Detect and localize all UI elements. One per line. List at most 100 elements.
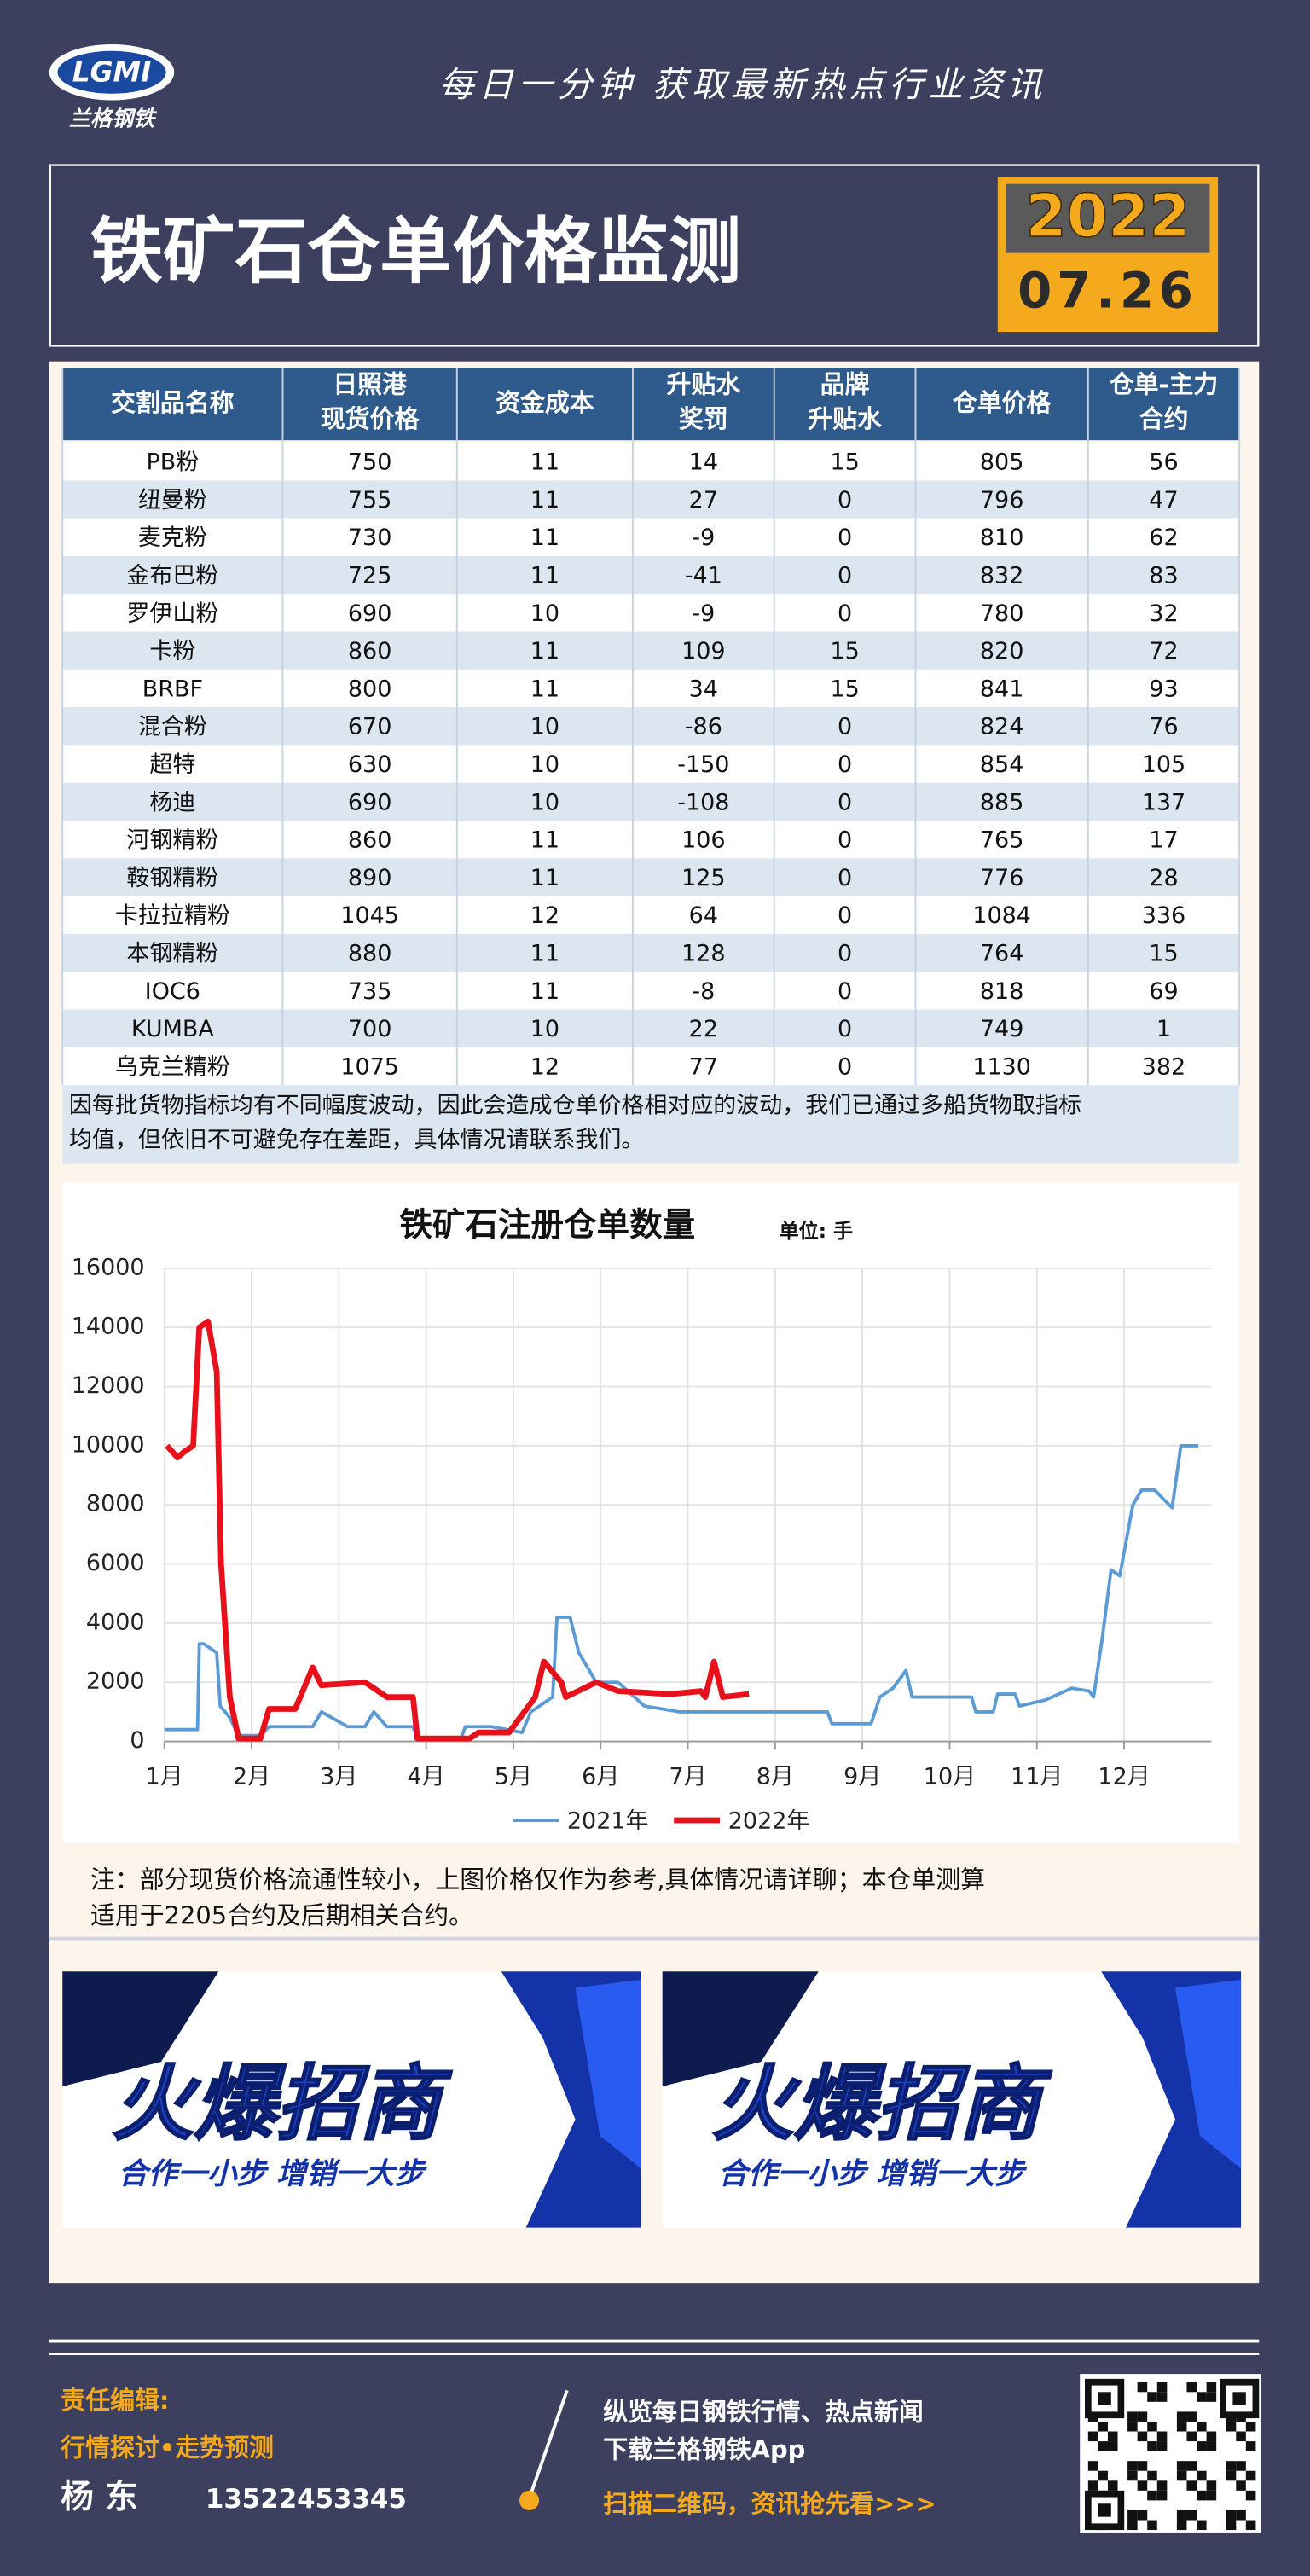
y-tick-label: 4000	[86, 1609, 145, 1635]
table-cell: 841	[980, 676, 1024, 702]
qr-cell	[1186, 2480, 1197, 2491]
chart-unit: 单位: 手	[780, 1220, 854, 1243]
table-cell: 15	[830, 676, 859, 702]
table-cell: 880	[348, 941, 392, 967]
table-cell: -108	[677, 789, 729, 815]
table-cell: 630	[348, 751, 392, 778]
editor-label: 责任编辑:	[61, 2386, 169, 2415]
y-tick-label: 16000	[72, 1254, 145, 1280]
y-tick-label: 14000	[72, 1314, 145, 1340]
table-cell: 765	[980, 827, 1024, 854]
qr-cell	[1147, 2392, 1157, 2402]
ad-slogan: 合作一小步 增销一大步	[718, 2157, 1027, 2191]
table-cell: -41	[685, 563, 722, 589]
y-tick-label: 10000	[72, 1431, 145, 1458]
table-cell: 11	[530, 487, 559, 513]
logo-core	[57, 50, 166, 94]
table-note: 因每批货物指标均有不同幅度波动，因此会造成仓单价格相对应的波动，我们已通过多船货…	[69, 1093, 1081, 1119]
qr-cell	[1245, 2421, 1256, 2432]
legend-label: 2022年	[728, 1807, 810, 1834]
qr-cell	[1107, 2431, 1118, 2442]
y-tick-label: 2000	[86, 1668, 145, 1695]
table-cell: 鞍钢精粉	[126, 865, 218, 891]
table-cell: 125	[681, 865, 726, 891]
table-cell: -150	[677, 751, 729, 778]
editor: 杨 东	[61, 2478, 137, 2516]
qr-cell	[1197, 2490, 1207, 2501]
table-row	[62, 518, 1240, 556]
logo-text: LGMI	[72, 56, 152, 89]
table-cell: 0	[838, 1016, 852, 1042]
table-cell: 金布巴粉	[126, 563, 218, 589]
table-header: 现货价格	[321, 404, 420, 433]
qr-cell	[1206, 2392, 1217, 2402]
table-note-bg	[62, 1085, 1240, 1164]
table-cell: 690	[348, 600, 392, 627]
ad-brush	[62, 1971, 219, 2087]
y-tick-label: 6000	[86, 1550, 145, 1576]
qr-cell	[1186, 2509, 1197, 2521]
chart-panel	[62, 1182, 1240, 1843]
table-row	[62, 669, 1240, 708]
qr-cell	[1176, 2509, 1187, 2521]
scan-hint: 扫描二维码，资讯抢先看>>>	[603, 2489, 936, 2518]
qr-cell	[1107, 2480, 1118, 2491]
qr-cell	[1087, 2431, 1098, 2442]
table-cell: 15	[830, 450, 859, 476]
promo: 纵览每日钢铁行情、热点新闻	[603, 2397, 924, 2426]
table-row	[62, 972, 1240, 1010]
table-row	[62, 745, 1240, 783]
table-cell: 27	[689, 487, 718, 513]
table-header: 合约	[1139, 404, 1189, 433]
qr-cell	[1226, 2461, 1237, 2471]
table-cell: 0	[838, 751, 852, 778]
table-cell: 860	[348, 827, 392, 854]
qr-cell	[1226, 2470, 1237, 2481]
table-cell: 62	[1149, 525, 1178, 551]
table-header: 仓单-主力	[1110, 370, 1219, 399]
table-cell: 0	[838, 902, 852, 929]
table-cell: -9	[692, 525, 715, 551]
qr-cell	[1245, 2470, 1256, 2481]
x-tick-label: 8月	[756, 1763, 794, 1790]
table-cell: 128	[681, 941, 726, 967]
table-row	[62, 858, 1240, 896]
table-cell: 749	[980, 1016, 1024, 1042]
table-cell: 11	[530, 638, 559, 664]
table-cell: 725	[348, 563, 392, 589]
year-panel	[1006, 183, 1210, 253]
table-cell: 11	[530, 676, 559, 702]
table-cell: 780	[980, 600, 1024, 627]
qr-cell	[1226, 2421, 1237, 2432]
x-tick-label: 2月	[233, 1763, 270, 1790]
table-cell: -86	[685, 714, 722, 740]
table-cell: 11	[530, 827, 559, 854]
table-header: 升贴水	[667, 370, 742, 399]
table-cell: 730	[348, 525, 392, 551]
qr-cell	[1147, 2490, 1157, 2501]
qr-cell	[1147, 2441, 1157, 2451]
table-cell: 罗伊山粉	[126, 600, 218, 627]
chart-title: 铁矿石注册仓单数量	[399, 1206, 695, 1244]
table-row	[62, 933, 1240, 972]
qr-cell	[1236, 2431, 1246, 2442]
table-cell: 乌克兰精粉	[115, 1053, 230, 1080]
qr-cell	[1186, 2382, 1197, 2393]
table-cell: 32	[1149, 600, 1178, 627]
table-cell: 14	[689, 450, 718, 476]
brand: 兰格钢铁	[69, 107, 157, 131]
ad-title: 火爆招商	[711, 2056, 1052, 2151]
qr-cell	[1087, 2480, 1098, 2491]
table-cell: 1084	[972, 902, 1031, 929]
table-cell: 805	[980, 450, 1024, 476]
qr-finder-dot	[1232, 2392, 1246, 2405]
qr-cell	[1098, 2421, 1108, 2432]
qr-cell	[1127, 2520, 1138, 2531]
year: 2022	[1025, 183, 1190, 251]
table-header: 日照港	[333, 370, 408, 399]
table-cell: 卡拉拉精粉	[115, 902, 230, 929]
x-tick-label: 6月	[582, 1763, 619, 1790]
qr-cell	[1156, 2382, 1168, 2393]
